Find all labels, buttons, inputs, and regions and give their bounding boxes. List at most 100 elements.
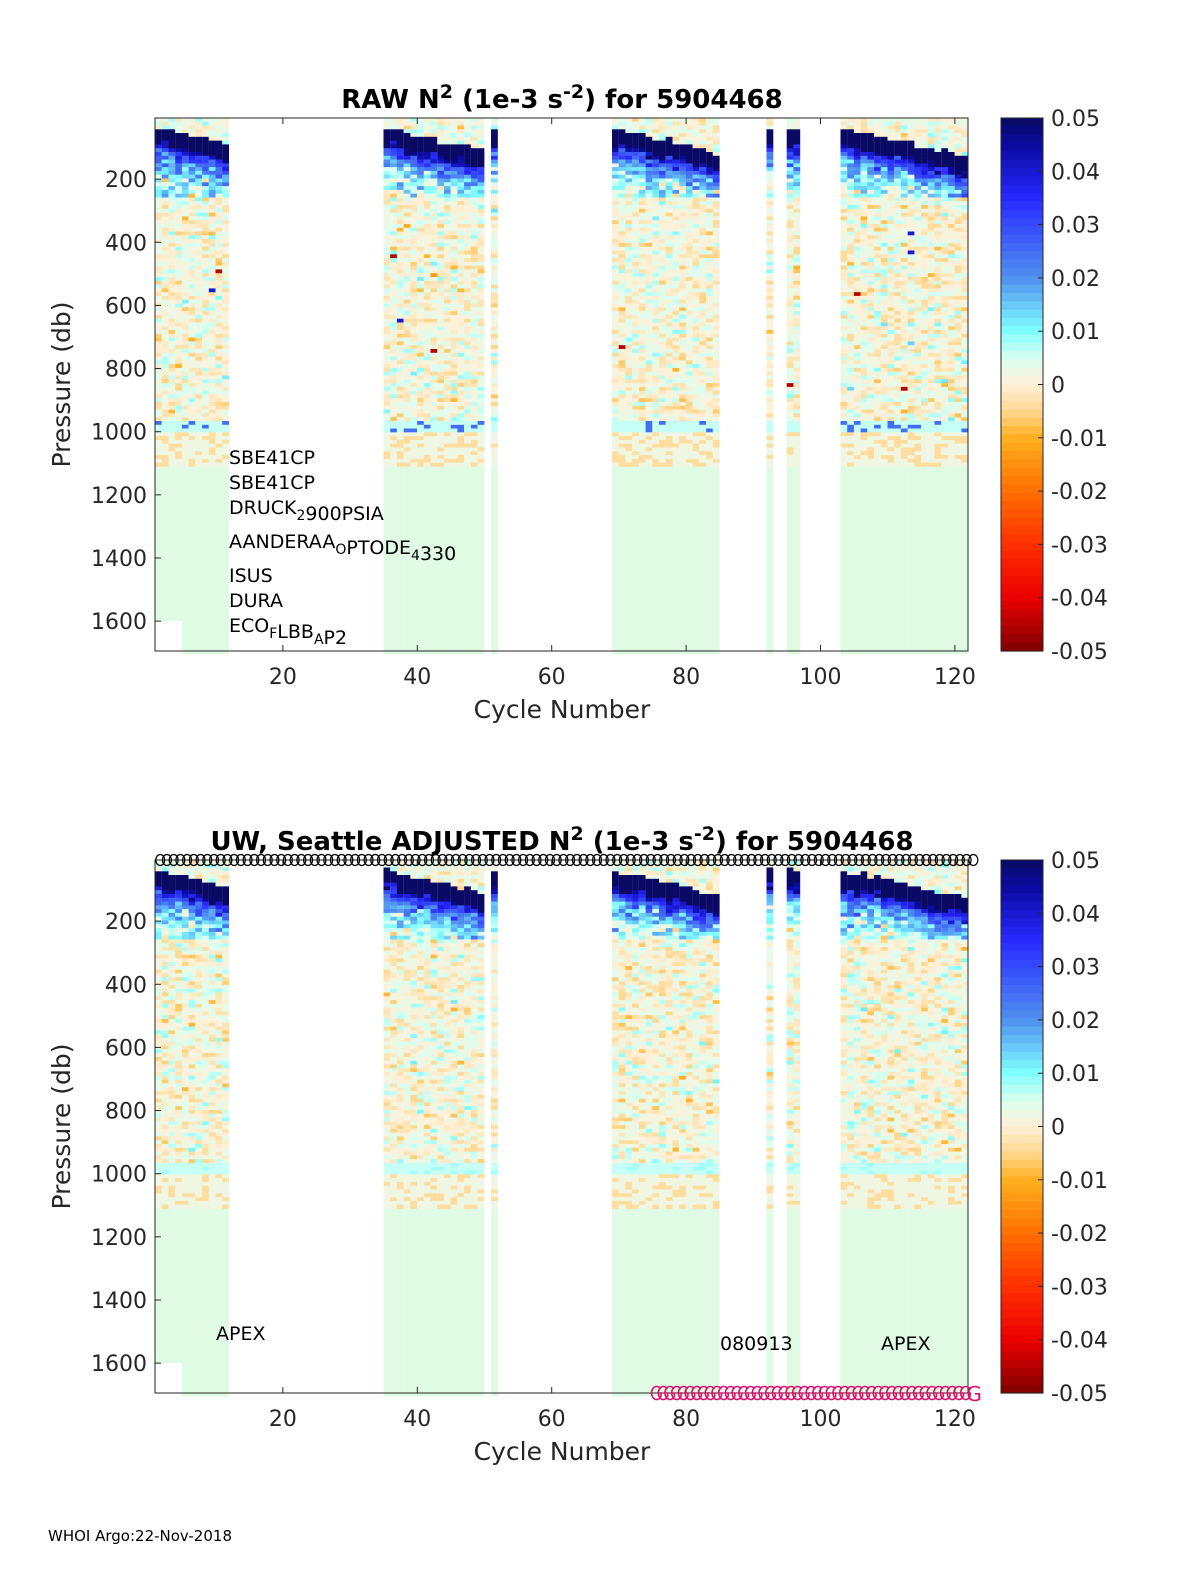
heatmap-cell (699, 288, 707, 293)
heatmap-cell (840, 129, 848, 134)
heatmap-cell (403, 246, 411, 251)
heatmap-cell (423, 295, 431, 301)
heatmap-cell (853, 439, 861, 445)
heatmap-cell (161, 239, 169, 244)
heatmap-cell (618, 292, 626, 297)
heatmap-cell (887, 125, 895, 130)
heatmap-cell (215, 383, 223, 388)
heatmap-cell (612, 447, 619, 452)
heatmap-cell (672, 170, 680, 176)
heatmap-cell (417, 197, 424, 202)
heatmap-cell (786, 193, 794, 198)
heatmap-cell (847, 216, 854, 221)
heatmap-cell (847, 258, 854, 263)
heatmap-cell (444, 451, 451, 456)
heatmap-cell (450, 371, 458, 376)
heatmap-cell (853, 163, 861, 168)
heatmap-cell (766, 349, 774, 354)
heatmap-cell (222, 424, 229, 429)
heatmap-cell (672, 265, 680, 270)
heatmap-cell (659, 443, 666, 448)
heatmap-cell (215, 402, 223, 407)
heatmap-cell (417, 182, 424, 187)
heatmap-cell (685, 421, 693, 426)
heatmap-cell (383, 299, 391, 304)
heatmap-cell (625, 360, 633, 365)
heatmap-cell (618, 250, 626, 255)
heatmap-cell (665, 439, 673, 445)
heatmap-cell (786, 375, 794, 380)
heatmap-cell (222, 436, 229, 441)
heatmap-cell (659, 292, 666, 297)
heatmap-cell (685, 386, 693, 392)
heatmap-cell (168, 413, 176, 418)
heatmap-cell (437, 390, 445, 395)
heatmap-cell (766, 383, 774, 388)
heatmap-cell (652, 265, 660, 270)
heatmap-cell (161, 174, 169, 179)
heatmap-cell (786, 159, 794, 164)
heatmap-cell (847, 273, 854, 278)
heatmap-cell (706, 227, 713, 232)
heatmap-cell (437, 167, 445, 172)
heatmap-cell (383, 333, 391, 338)
heatmap-cell (712, 273, 720, 278)
heatmap-cell (396, 303, 404, 308)
heatmap-cell (672, 212, 680, 217)
heatmap-cell (430, 451, 438, 456)
heatmap-cell (652, 212, 660, 217)
heatmap-cell (423, 443, 431, 448)
heatmap-cell (390, 167, 397, 172)
heatmap-cell (464, 394, 471, 399)
heatmap-cell (612, 424, 619, 429)
heatmap-cell (390, 424, 397, 429)
heatmap-cell (880, 364, 888, 369)
heatmap-cell (383, 178, 391, 183)
heatmap-cell (423, 307, 431, 312)
heatmap-cell (766, 409, 774, 414)
heatmap-cell (860, 303, 868, 308)
heatmap-cell (464, 330, 471, 335)
heatmap-cell (208, 129, 216, 134)
heatmap-cell (867, 174, 875, 179)
heatmap-cell (880, 405, 888, 410)
heatmap-cell (175, 311, 182, 316)
heatmap-cell (417, 121, 424, 126)
heatmap-cell (437, 360, 445, 365)
heatmap-cell (880, 356, 888, 361)
heatmap-cell (215, 352, 223, 357)
heatmap-cell (390, 383, 397, 388)
heatmap-cell (188, 424, 196, 429)
heatmap-cell (645, 242, 653, 248)
heatmap-cell (444, 167, 451, 172)
heatmap-cell (215, 360, 223, 365)
heatmap-cell (457, 322, 465, 327)
heatmap-cell (679, 265, 686, 270)
heatmap-cell (625, 265, 633, 270)
heatmap-cell (632, 242, 639, 248)
heatmap-cell (168, 447, 176, 452)
heatmap-cell (444, 216, 451, 221)
heatmap-cell (477, 371, 485, 376)
heatmap-cell (685, 250, 693, 255)
heatmap-cell (423, 178, 431, 183)
heatmap-cell (887, 208, 895, 213)
heatmap-cell (632, 212, 639, 217)
heatmap-cell (618, 424, 626, 429)
heatmap-cell (867, 428, 875, 433)
heatmap-cell (847, 155, 854, 160)
heatmap-cell (874, 129, 881, 134)
heatmap-cell (793, 330, 801, 335)
heatmap-cell (712, 436, 720, 441)
heatmap-cell (161, 455, 169, 460)
heatmap-cell (417, 201, 424, 206)
heatmap-cell (645, 205, 653, 210)
heatmap-cell (679, 455, 686, 460)
heatmap-cell (786, 292, 794, 297)
heatmap-cell-deep (464, 463, 471, 655)
heatmap-cell (679, 352, 686, 357)
heatmap-cell (208, 254, 216, 259)
heatmap-cell (692, 455, 700, 460)
heatmap-cell (793, 386, 801, 392)
heatmap-cell (706, 421, 713, 426)
